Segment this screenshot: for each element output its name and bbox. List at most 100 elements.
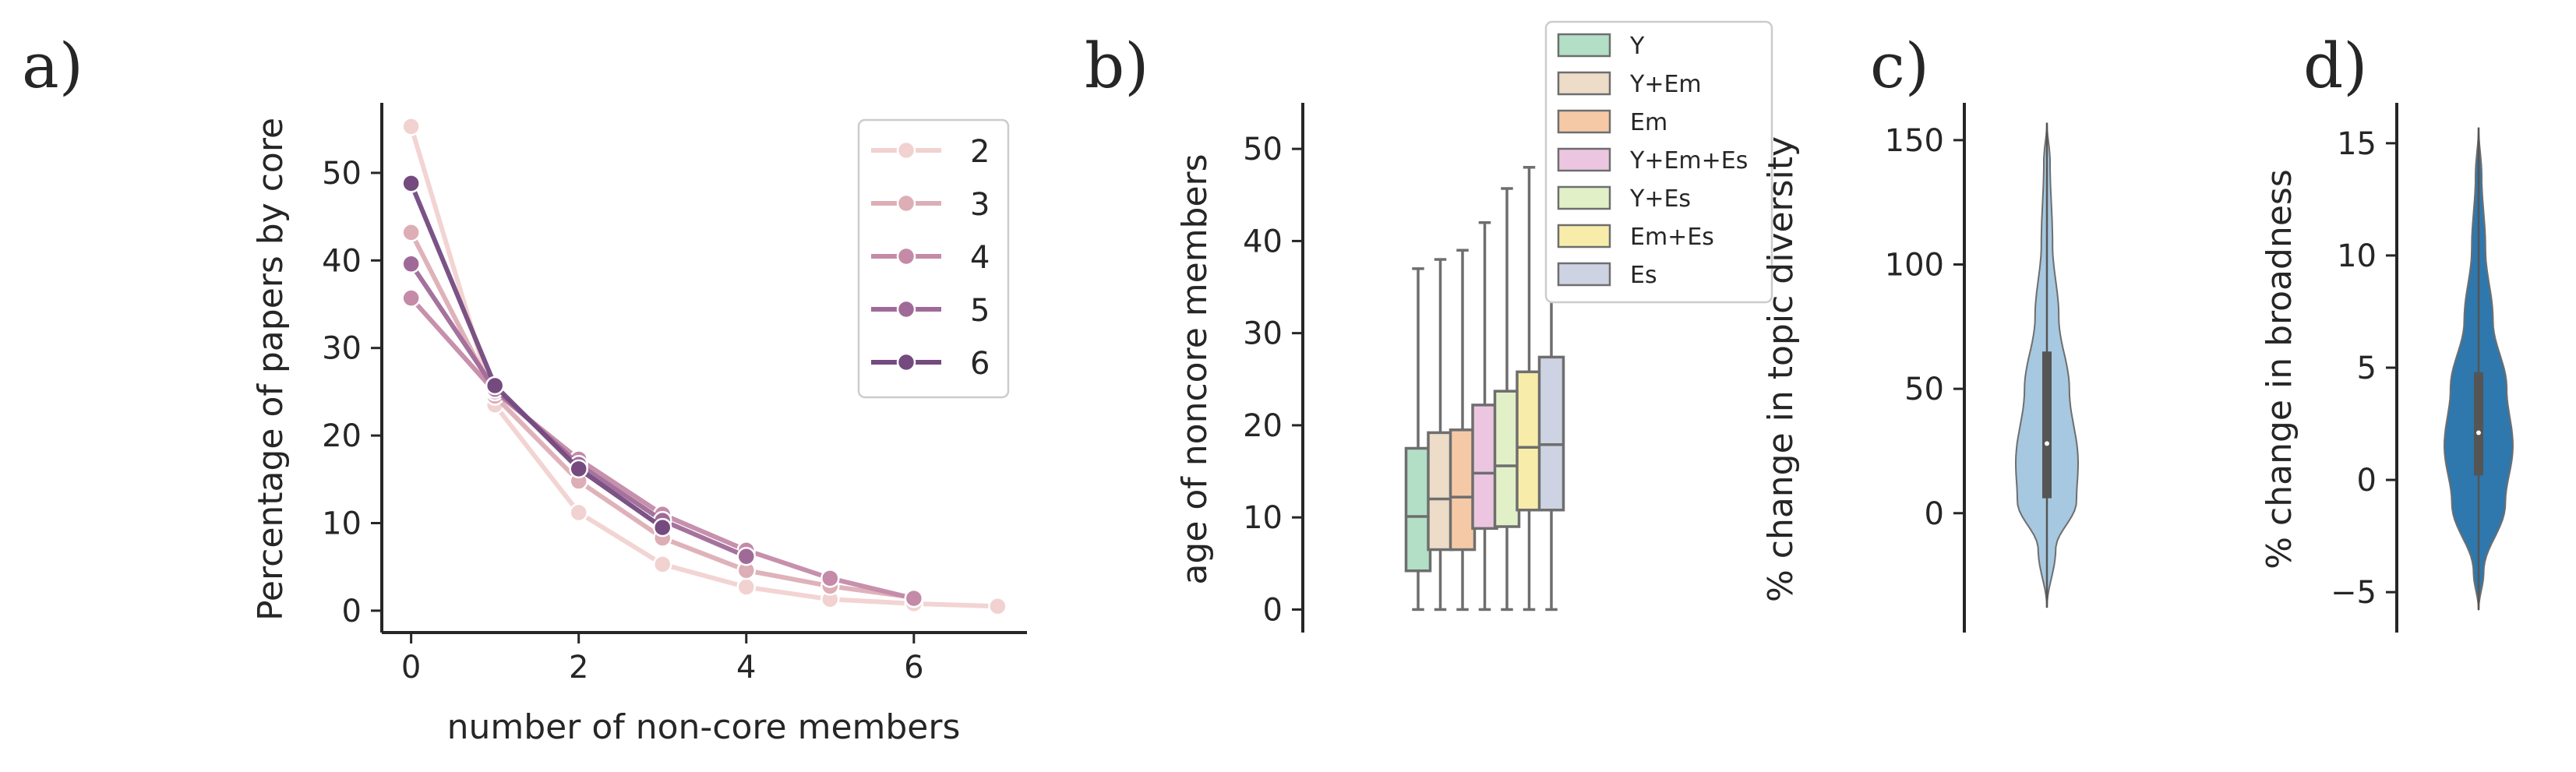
y-tick-label: 5 [2357,351,2377,386]
box-Es [1537,355,1565,512]
panel-letter-a: a) [22,30,83,102]
point-3-0 [401,223,421,242]
y-tick-label: 0 [1263,592,1283,628]
panel-letter-b: b) [1085,30,1149,102]
panel-d-ylabel: % change in broadness [2260,169,2299,569]
legend-swatch [1557,185,1611,210]
violin-median [2045,441,2049,446]
legend-swatch [1557,224,1611,249]
violin-median [2476,430,2481,435]
legend-swatch [1557,33,1611,58]
panel-c-ylabel: % change in topic diversity [1761,136,1801,602]
panel-d-axes: −5 0 5 10 15 [2331,103,2398,633]
panel-b-box-plot: 0 10 20 30 40 50 age of noncore members Y Y+Em… [1175,20,1773,633]
y-tick-label: 15 [2337,126,2377,162]
legend-label: Es [1630,262,1657,289]
violin-iqr-box [2474,372,2483,476]
y-tick-label: 20 [322,418,362,454]
panel-a-legend: 2 3 4 5 6 [857,118,1010,399]
panel-a-xlabel: number of non-core members [447,707,961,747]
y-tick-label: 150 [1885,123,1944,159]
y-tick-label: 0 [342,594,362,629]
y-tick-label: 30 [322,331,362,367]
legend-swatch [1557,71,1611,96]
y-tick-label: 40 [1243,224,1283,259]
x-tick-label: 4 [736,650,756,686]
y-tick-label: 50 [1904,372,1944,407]
legend-swatch-point [896,246,916,266]
box-Y+Em [1427,431,1454,552]
box-Y+Es [1493,390,1521,528]
box-Y+Em+Es [1471,404,1498,531]
legend-swatch-point [896,299,916,319]
box-Y [1404,446,1432,573]
panel-c-violin-plot: 0 50 100 150 % change in topic diversity [1761,103,2080,633]
panel-letter-d: d) [2303,30,2367,102]
panel-a-line-chart: 0 10 20 30 40 50 0 2 4 6 number of non-core membe… [251,103,1027,747]
panel-b-ylabel: age of noncore members [1175,153,1215,584]
series-line-4 [409,296,915,601]
point-2-0 [401,117,421,136]
violin-iqr-box [2042,351,2052,499]
point-2-7 [988,597,1007,616]
panel-a-marks [401,117,1007,616]
point-6-2 [569,459,588,479]
legend-swatch [1557,262,1611,287]
y-tick-label: 50 [1243,132,1283,167]
series-line-6 [408,182,664,530]
point-6-0 [401,174,421,193]
point-6-3 [652,517,672,538]
y-tick-label: 10 [2337,238,2377,274]
y-tick-label: 10 [322,506,362,542]
y-tick-label: 0 [1925,496,1944,532]
legend-label: 4 [970,240,990,276]
legend-label: Y+Em [1629,71,1702,98]
panel-d-marks [2443,127,2514,611]
panel-b-legend: Y Y+Em Em Y+Em+Es Y+Es Em+Es Es [1544,20,1773,304]
y-tick-label: 100 [1885,248,1944,284]
x-tick-label: 6 [904,650,923,686]
legend-swatch [1557,109,1611,134]
panel-c-marks [2014,122,2080,608]
point-2-4 [736,577,757,597]
panel-d-violin-plot: −5 0 5 10 15 % change in broadness [2260,103,2514,633]
legend-label: Em+Es [1630,224,1714,251]
y-tick-label: 50 [322,156,362,192]
point-4-0 [401,288,421,308]
y-tick-label: 40 [322,243,362,279]
legend-label: Y [1629,33,1645,60]
point-2-3 [652,555,672,574]
y-tick-label: 30 [1243,316,1283,352]
point-4-6 [904,588,924,608]
point-5-4 [736,546,757,566]
point-4-5 [820,569,840,588]
y-tick-label: 20 [1243,408,1283,444]
legend-label: 6 [970,346,990,382]
panel-letter-c: c) [1870,30,1929,102]
legend-label: 2 [970,134,990,170]
series-line-2 [408,125,998,609]
point-5-0 [401,254,421,274]
legend-label: 5 [970,293,990,329]
point-2-2 [569,502,588,523]
y-tick-label: −5 [2331,575,2377,611]
panel-a-ylabel: Percentage of papers by core [251,118,291,621]
legend-swatch-point [896,193,916,213]
legend-swatch [1557,147,1611,172]
legend-swatch-point [896,140,916,160]
y-tick-label: 10 [1243,500,1283,536]
legend-label: Y+Em+Es [1629,147,1748,174]
panel-b-axes: 0 10 20 30 40 50 [1243,103,1304,633]
box-Em+Es [1516,370,1543,512]
legend-label: Em [1630,109,1667,136]
panel-b-marks [1404,129,1565,612]
y-tick-label: 0 [2357,463,2377,499]
legend-swatch-point [896,352,916,372]
panel-c-axes: 0 50 100 150 [1885,103,1966,633]
point-6-1 [485,375,505,396]
x-tick-label: 0 [401,650,421,686]
box-Em [1449,428,1477,552]
x-tick-label: 2 [569,650,588,686]
legend-label: 3 [970,187,990,223]
